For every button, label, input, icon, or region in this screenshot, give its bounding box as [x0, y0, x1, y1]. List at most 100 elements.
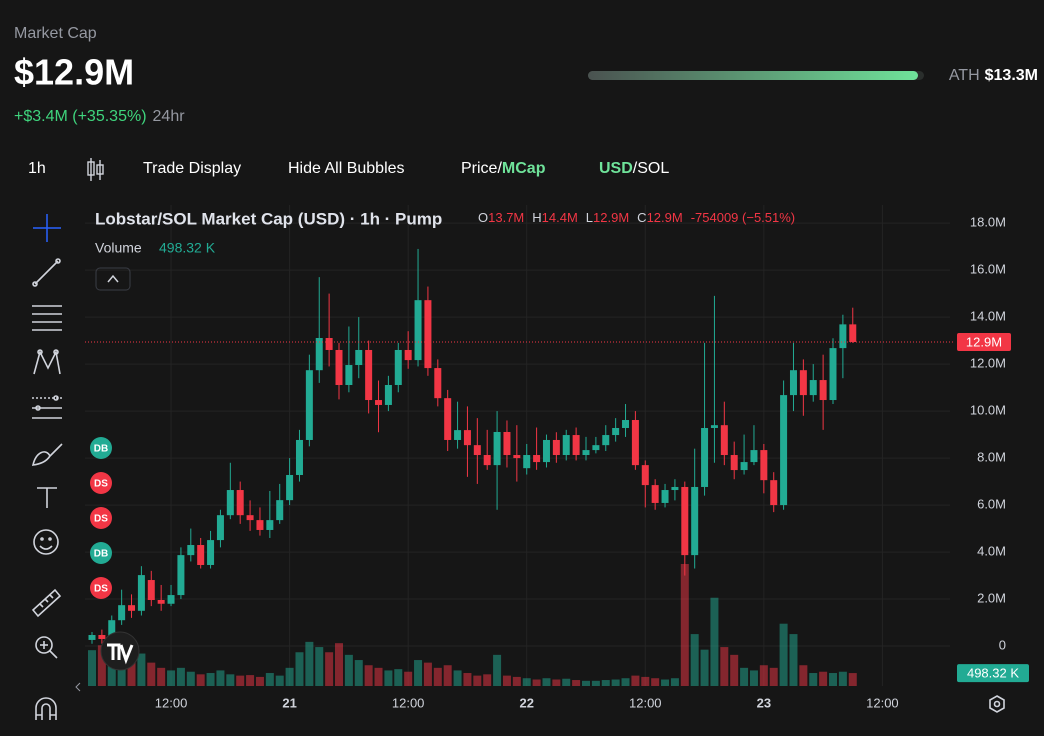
candle-body: [750, 450, 758, 463]
volume-bar: [740, 667, 749, 686]
candle-body: [780, 395, 788, 506]
volume-bar: [542, 678, 551, 686]
volume-bar: [512, 676, 521, 686]
volume-bar: [572, 680, 581, 686]
candle-body: [740, 462, 748, 471]
crosshair-tool[interactable]: [33, 214, 61, 242]
candle-body: [226, 490, 234, 516]
candle-body: [533, 455, 541, 463]
candle-body: [839, 324, 847, 349]
bubble-label: DS: [94, 479, 108, 490]
volume-bar: [176, 667, 185, 686]
volume-bar: [325, 652, 334, 686]
volume-bar: [680, 564, 689, 686]
candle-body: [582, 450, 590, 456]
fib-tool[interactable]: [32, 305, 62, 331]
collapse-button[interactable]: [95, 267, 131, 291]
pattern-tool[interactable]: [33, 349, 61, 375]
candle-body: [799, 370, 807, 396]
candle-body: [463, 430, 471, 446]
volume-bar: [453, 670, 462, 686]
drawing-tools: [31, 214, 63, 720]
volume-bar: [661, 679, 670, 686]
volume-bar: [384, 670, 393, 686]
sol: /SOL: [633, 160, 670, 177]
candle-body: [384, 384, 392, 405]
volume-bar: [157, 667, 166, 686]
candle-body: [720, 425, 728, 456]
legend-change: -754009 (−5.51%): [691, 210, 795, 225]
price-mcap[interactable]: Price/MCap: [461, 160, 546, 177]
bubble[interactable]: [90, 472, 112, 494]
candle-body: [691, 486, 699, 556]
volume-bar: [769, 667, 778, 686]
bubble[interactable]: [90, 542, 112, 564]
volume-bar: [591, 680, 600, 686]
magnet-tool[interactable]: [35, 697, 57, 720]
settings-icon[interactable]: [989, 695, 1005, 713]
volume-bar: [483, 674, 492, 686]
bubble[interactable]: [90, 577, 112, 599]
volume-bar: [749, 670, 758, 686]
interval[interactable]: 1h: [28, 160, 46, 177]
bubble[interactable]: [90, 507, 112, 529]
volume-bar: [552, 679, 561, 686]
volume-label: Volume: [95, 240, 142, 256]
zoom-tool[interactable]: [35, 636, 58, 659]
bubble-label: DB: [94, 549, 108, 560]
candle-body: [789, 370, 797, 396]
candle-body: [88, 635, 96, 640]
y-tick-label: 6.0M: [977, 497, 1006, 512]
ruler-tool[interactable]: [31, 588, 62, 618]
volume-bar: [305, 641, 314, 686]
candle-body: [355, 349, 363, 366]
legend-h-label: H: [532, 210, 541, 225]
candle-body: [701, 427, 709, 487]
volume-bar: [374, 667, 383, 686]
candle-body: [335, 349, 343, 385]
bubble-label: DS: [94, 584, 108, 595]
candle-body: [315, 337, 323, 371]
candle-body: [128, 605, 136, 611]
candle-body: [542, 439, 550, 463]
candle-body: [197, 545, 205, 565]
candle-body: [295, 439, 303, 475]
volume-bar: [522, 678, 531, 686]
mcap: MCap: [502, 160, 546, 177]
last-volume-label: 498.32 K: [967, 666, 1019, 681]
candle-body: [325, 337, 333, 350]
candle-body: [137, 575, 145, 611]
legend-c-label: C: [637, 210, 646, 225]
y-tick-label: 18.0M: [970, 215, 1006, 230]
y-tick-label: 12.0M: [970, 356, 1006, 371]
last-volume-tag: [957, 664, 1029, 683]
emoji-tool[interactable]: [33, 529, 59, 555]
legend-h: 14.4M: [542, 210, 578, 225]
volume-bar: [641, 676, 650, 686]
candle-body: [483, 455, 491, 466]
volume-bar: [147, 662, 156, 686]
text-tool[interactable]: [37, 487, 57, 508]
candle-body: [473, 445, 481, 456]
volume-bar: [423, 662, 432, 686]
volume-bar: [236, 675, 245, 686]
volume-bar: [433, 667, 442, 686]
volume-bar: [443, 665, 452, 686]
bubble[interactable]: [90, 437, 112, 459]
candle-body: [493, 431, 501, 466]
scroll-left[interactable]: [75, 682, 81, 692]
hide-bubbles[interactable]: Hide All Bubbles: [288, 160, 405, 177]
volume-bar: [88, 650, 96, 686]
candle-body: [345, 365, 353, 385]
trend-line-tool[interactable]: [32, 258, 61, 287]
usd-sol[interactable]: USD/SOL: [599, 160, 669, 177]
volume-bar: [97, 645, 106, 686]
brush-tool[interactable]: [31, 443, 63, 466]
candle-icon[interactable]: [87, 158, 104, 181]
volume-bar: [779, 623, 788, 686]
trade-display[interactable]: Trade Display: [143, 160, 241, 177]
volume-bar: [344, 654, 353, 686]
volume-bar: [127, 660, 136, 686]
projection-tool[interactable]: [32, 395, 62, 419]
